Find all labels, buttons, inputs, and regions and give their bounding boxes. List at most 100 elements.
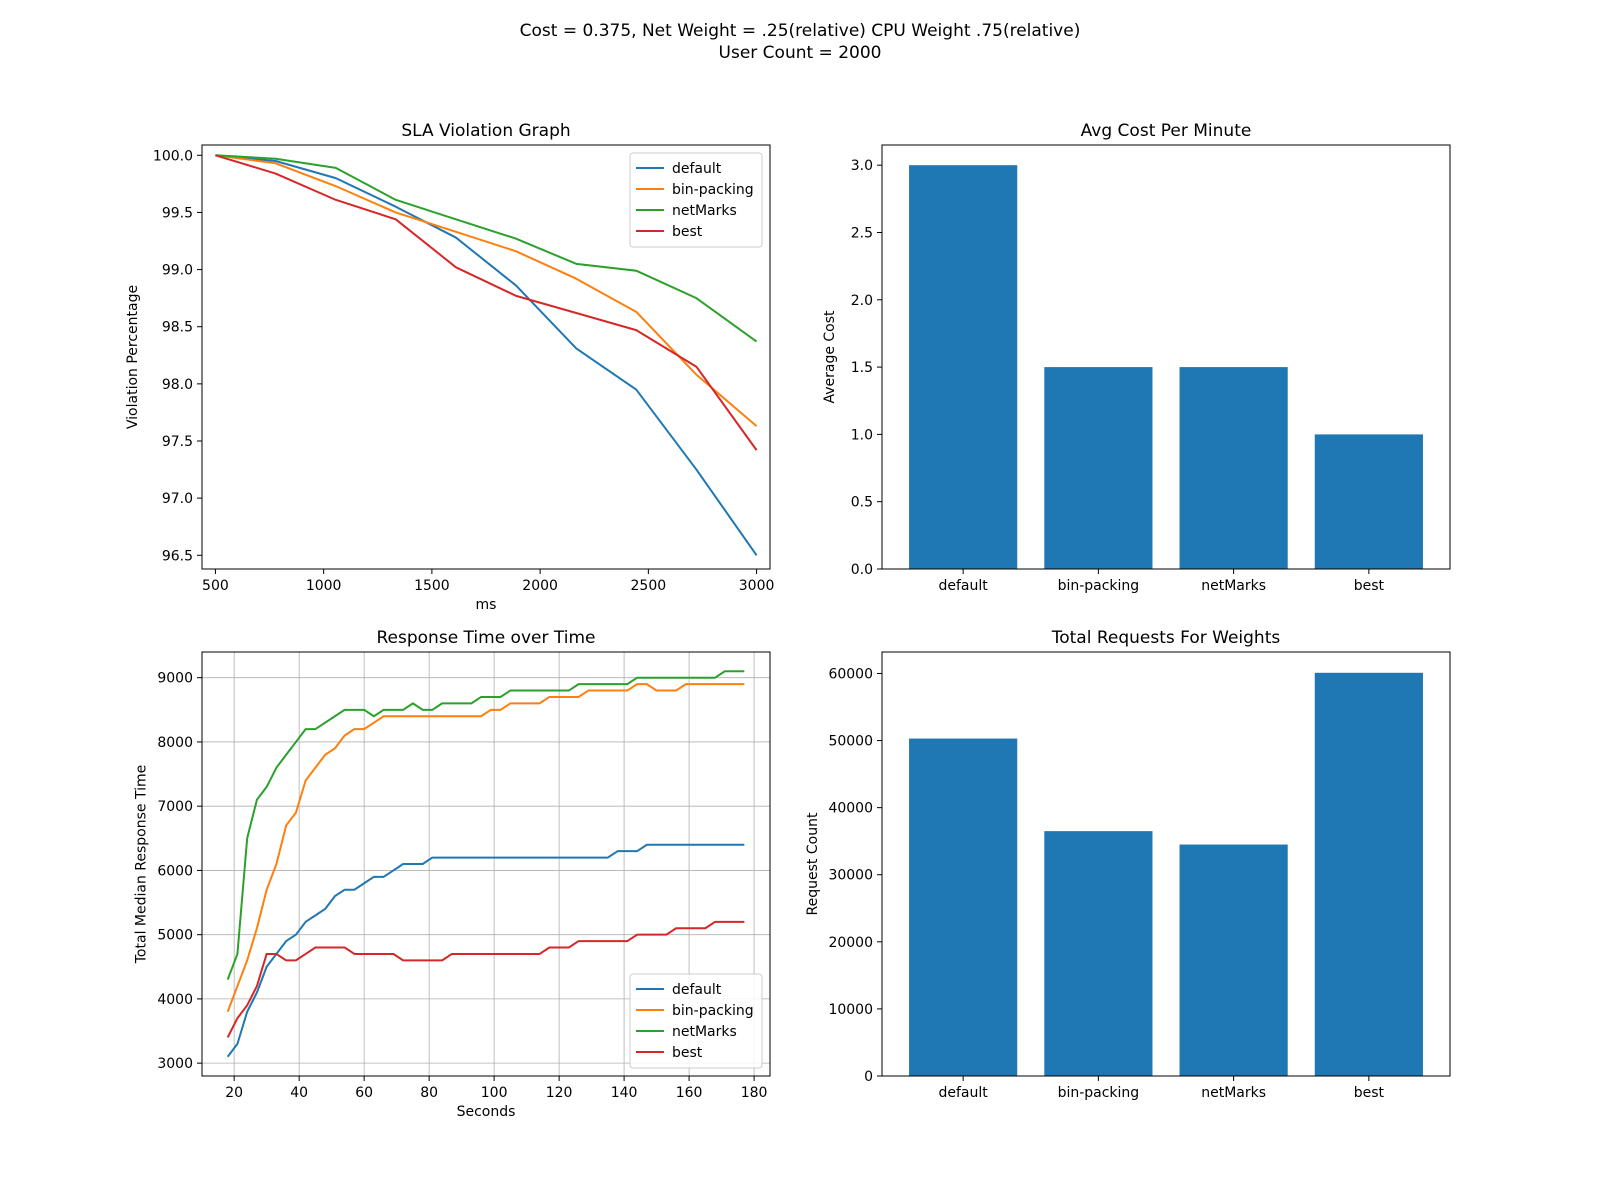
y-tick-label: 8000 [157,735,193,751]
legend: default bin-packing netMarks best [629,973,763,1069]
series-line-bin-packing [215,154,758,427]
x-tick-label: 1000 [306,578,342,594]
x-tick-label: best [1354,578,1385,594]
series-line-best [226,920,745,1038]
x-tick-label: 40 [290,1085,308,1101]
legend-label-best: best [672,224,703,240]
bar-bin-packing [1044,831,1153,1076]
legend: default bin-packing netMarks best [629,152,763,248]
y-tick-label: 98.5 [162,320,193,336]
y-tick-label: 97.5 [162,434,193,450]
y-tick-label: 40000 [828,801,873,817]
x-tick-label: 60 [355,1085,373,1101]
y-tick-label: 99.0 [162,263,193,279]
y-tick-label: 10000 [828,1002,873,1018]
y-tick-label: 0.0 [851,562,873,578]
bar-best [1314,672,1423,1076]
legend-label-best: best [672,1045,703,1061]
x-tick-label: netMarks [1201,1085,1266,1101]
series-line-best [215,154,758,451]
y-tick-label: 98.0 [162,377,193,393]
axes-frame [881,144,1451,570]
y-tick-label: 20000 [828,935,873,951]
x-tick-label: netMarks [1201,578,1266,594]
axes-frame [881,651,1451,1077]
legend-box [629,152,763,248]
total-requests-chart: default bin-packing netMarks best 0 10000 2000… [805,628,1451,1101]
x-tick-label: 100 [481,1085,508,1101]
bar-netmarks [1179,844,1288,1076]
series-line-netmarks [226,670,745,980]
avg-cost-chart: default bin-packing netMarks best 0.0 0.5 1.0 1… [822,121,1451,594]
axes-frame [201,144,771,570]
x-tick-label: 80 [420,1085,438,1101]
y-axis-label: Request Count [805,812,821,915]
chart-title: SLA Violation Graph [401,121,570,141]
y-tick-label: 100.0 [153,148,193,164]
x-tick-label: 140 [611,1085,638,1101]
y-tick-label: 4000 [157,992,193,1008]
chart-title: Avg Cost Per Minute [1081,121,1252,141]
bar-netmarks [1179,367,1288,569]
response-time-chart: 20 40 60 80 100 120 140 160 180 3000 4000 5000 6000 7… [134,628,771,1120]
x-tick-label: 2000 [522,578,558,594]
series-line-default [215,154,758,556]
suptitle-line-1: Cost = 0.375, Net Weight = .25(relative)… [519,21,1081,41]
bar-bin-packing [1044,367,1153,569]
suptitle-line-2: User Count = 2000 [718,43,882,63]
y-tick-label: 1.0 [851,427,873,443]
figure-suptitle: Cost = 0.375, Net Weight = .25(relative)… [0,20,1600,64]
y-tick-label: 1.5 [851,360,873,376]
series-line-bin-packing [226,683,745,1013]
x-axis-label: ms [476,597,497,613]
y-tick-label: 60000 [828,666,873,682]
sla-violation-chart: 500 1000 1500 2000 2500 3000 96.5 97.0 97.5 98.0 9… [125,121,774,613]
legend-box [629,973,763,1069]
x-tick-label: bin-packing [1058,1085,1140,1101]
series-line-default [226,843,745,1058]
y-tick-label: 5000 [157,928,193,944]
y-tick-label: 9000 [157,671,193,687]
y-axis-label: Average Cost [822,310,838,404]
x-tick-label: 2500 [631,578,667,594]
x-tick-label: 180 [741,1085,768,1101]
x-axis-label: Seconds [457,1104,516,1120]
axes-frame [201,651,771,1077]
x-tick-label: default [939,1085,989,1101]
legend-label-netmarks: netMarks [672,203,737,219]
y-tick-label: 96.5 [162,548,193,564]
y-tick-label: 0.5 [851,495,873,511]
y-tick-label: 0 [864,1069,873,1085]
y-tick-label: 97.0 [162,491,193,507]
y-tick-label: 7000 [157,799,193,815]
bar-default [909,738,1018,1076]
series-line-netmarks [215,154,758,343]
chart-title: Response Time over Time [377,628,596,648]
y-tick-label: 3.0 [851,158,873,174]
x-tick-label: bin-packing [1058,578,1140,594]
legend-label-default: default [672,982,722,998]
bar-best [1314,434,1423,569]
bar-default [909,165,1018,569]
y-tick-label: 30000 [828,868,873,884]
x-tick-label: 20 [225,1085,243,1101]
legend-label-bin-packing: bin-packing [672,1003,754,1019]
y-tick-label: 50000 [828,734,873,750]
legend-label-bin-packing: bin-packing [672,182,754,198]
x-tick-label: 1500 [414,578,450,594]
y-tick-label: 2.0 [851,293,873,309]
y-tick-label: 99.5 [162,205,193,221]
x-tick-label: 160 [676,1085,703,1101]
y-axis-label: Violation Percentage [125,285,141,429]
x-tick-label: best [1354,1085,1385,1101]
y-axis-label: Total Median Response Time [134,765,150,964]
y-tick-label: 6000 [157,863,193,879]
y-tick-label: 2.5 [851,225,873,241]
x-tick-label: default [939,578,989,594]
x-tick-label: 500 [202,578,229,594]
x-tick-label: 3000 [739,578,775,594]
chart-title: Total Requests For Weights [1051,628,1281,648]
x-tick-label: 120 [546,1085,573,1101]
legend-label-netmarks: netMarks [672,1024,737,1040]
